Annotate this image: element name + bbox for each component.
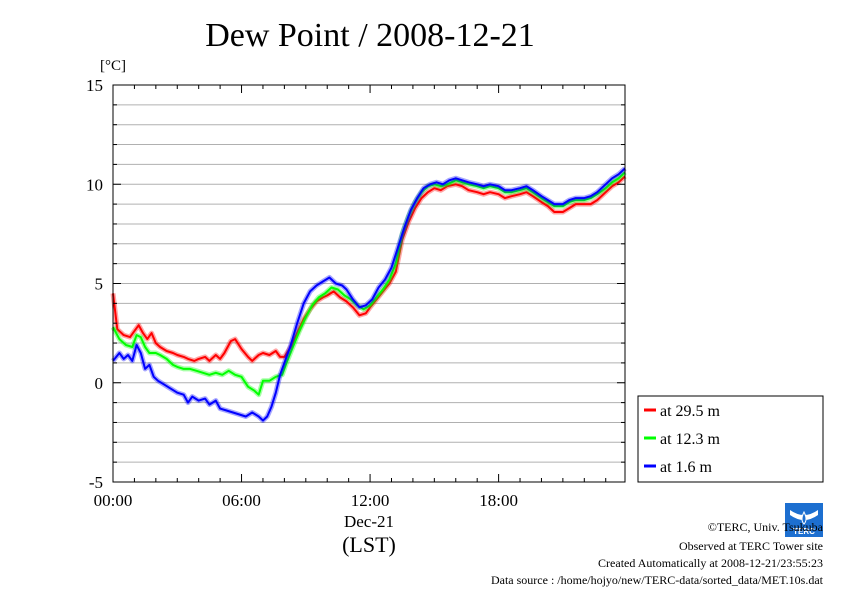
x-tick-label: 06:00 <box>222 491 261 510</box>
series-line-at-1-6-m <box>112 167 626 422</box>
y-axis-unit: [°C] <box>100 58 126 74</box>
x-axis-label: (LST) <box>342 532 396 557</box>
creation-timestamp-text: Created Automatically at 2008-12-21/23:5… <box>598 556 823 570</box>
y-axis-ticks: 15 10 5 0 -5 <box>86 76 625 492</box>
data-source-text: Data source : /home/hojyo/new/TERC-data/… <box>491 573 824 587</box>
x-axis-ticks: 00:00 06:00 12:00 18:00 <box>94 85 607 510</box>
observation-site-text: Observed at TERC Tower site <box>679 539 823 553</box>
y-tick-label: 10 <box>86 175 103 194</box>
series-layer <box>110 166 627 423</box>
chart-title: Dew Point / 2008-12-21 <box>205 17 535 54</box>
legend: at 29.5 m at 12.3 m at 1.6 m <box>637 395 824 483</box>
legend-label: at 29.5 m <box>660 403 721 420</box>
y-tick-label: 0 <box>95 374 104 393</box>
x-tick-label: 18:00 <box>479 491 518 510</box>
logo-text: TERC <box>793 527 815 536</box>
series-line-at-29-5-m <box>112 175 626 362</box>
y-tick-label: 5 <box>95 275 104 294</box>
legend-label: at 1.6 m <box>660 459 713 476</box>
grid-lines <box>113 84 625 483</box>
x-axis-date-label: Dec-21 <box>344 512 394 531</box>
copyright-text: ©TERC, Univ. Tsukuba <box>708 520 824 534</box>
y-tick-label: 15 <box>86 76 103 95</box>
x-tick-label: 00:00 <box>94 491 133 510</box>
logo-drop-shape <box>801 510 807 525</box>
legend-box <box>637 395 824 483</box>
terc-logo: TERC <box>785 503 823 537</box>
x-tick-label: 12:00 <box>351 491 390 510</box>
y-tick-label: -5 <box>89 473 103 492</box>
legend-items: at 29.5 m at 12.3 m at 1.6 m <box>644 403 721 476</box>
legend-label: at 12.3 m <box>660 431 721 448</box>
series-line-at-12-3-m <box>112 171 626 396</box>
